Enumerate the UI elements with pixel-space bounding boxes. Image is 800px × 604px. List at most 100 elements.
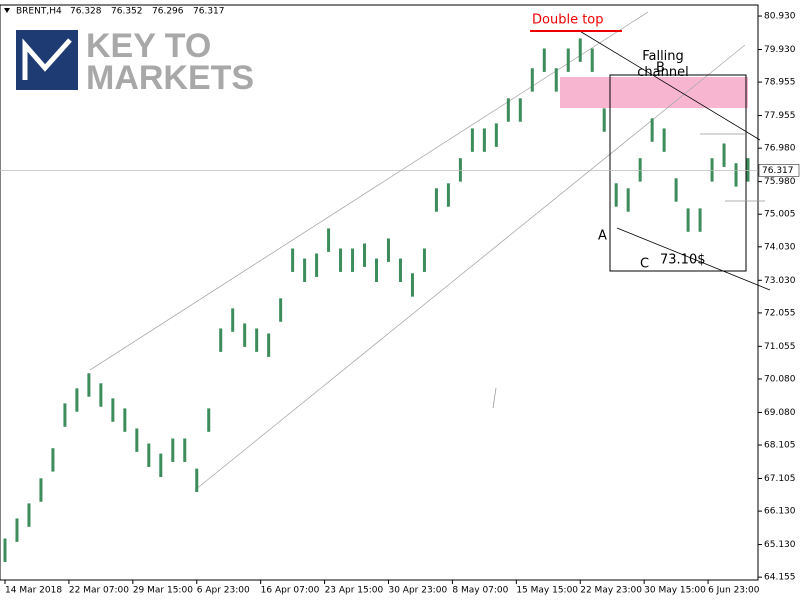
price-bar [686, 208, 690, 232]
price-bar [722, 143, 726, 167]
price-bar [494, 123, 498, 147]
price-bar [542, 48, 546, 72]
y-tick-label: 64.155 [764, 573, 796, 583]
x-tick-label: 23 Apr 15:00 [325, 586, 384, 596]
y-tick-label: 72.055 [764, 308, 796, 318]
y-tick-label: 73.030 [764, 276, 796, 286]
y-tick-label: 75.005 [764, 210, 796, 220]
price-bar [518, 98, 522, 122]
price-bar [554, 68, 558, 92]
price-bar [638, 158, 642, 182]
y-tick-label: 67.105 [764, 474, 796, 484]
price-bar [434, 188, 438, 212]
price-bar [327, 228, 331, 252]
x-tick-label: 6 Jun 23:00 [708, 586, 760, 596]
price-bar [315, 253, 319, 277]
price-bar [159, 453, 163, 477]
price-bar [39, 478, 43, 502]
y-tick-label: 77.955 [764, 111, 796, 121]
price-bar [650, 118, 654, 142]
header-value: 76.296 [152, 7, 184, 17]
falling-channel-line [616, 227, 771, 291]
annotation: Double top [532, 13, 604, 28]
header-value: 76.352 [111, 7, 143, 17]
box [609, 74, 747, 272]
price-bar [626, 188, 630, 212]
price-bar [75, 388, 79, 412]
price-bar [243, 323, 247, 347]
logo-line: KEY TO [86, 27, 211, 65]
x-tick-label: 29 Mar 15:00 [133, 586, 193, 596]
annotation: C [640, 257, 649, 272]
x-tick-label: 14 Mar 2018 [5, 586, 62, 596]
price-bar [530, 68, 534, 92]
price-bar [207, 408, 211, 432]
symbol: BRENT,H4 [16, 7, 62, 17]
price-bar [506, 98, 510, 122]
price-bar [267, 333, 271, 357]
y-tick-label: 74.030 [764, 242, 796, 252]
price-bar [590, 48, 594, 72]
x-tick-label: 30 May 15:00 [644, 586, 706, 596]
header: BRENT,H4 [4, 7, 62, 17]
y-tick-label: 70.080 [764, 374, 796, 384]
price-bar [578, 38, 582, 62]
y-tick-label: 75.980 [764, 177, 796, 187]
price-bar [363, 243, 367, 267]
price-tag [758, 164, 800, 177]
price-bar [339, 248, 343, 272]
price-bar [351, 248, 355, 272]
resistance-zone [560, 77, 748, 108]
price-bar [470, 128, 474, 152]
price-bar [219, 328, 223, 352]
price-bar [710, 158, 714, 182]
price-bar [303, 258, 307, 282]
price-bar [614, 183, 618, 207]
x-tick-label: 22 Mar 07:00 [69, 586, 129, 596]
price-bar [734, 163, 738, 187]
price-bar [446, 183, 450, 207]
y-tick-label: 66.130 [764, 507, 796, 517]
header-value: 76.328 [70, 7, 102, 17]
price-bar [123, 408, 127, 432]
logo-line: MARKETS [86, 59, 254, 97]
price-bar [111, 398, 115, 422]
x-tick-label: 30 Apr 23:00 [388, 586, 447, 596]
price-bar [674, 178, 678, 202]
x-tick-label: 6 Apr 23:00 [197, 586, 250, 596]
price-bar [279, 298, 283, 322]
price-bar [27, 503, 31, 527]
price-bar [291, 248, 295, 272]
price-bar [51, 448, 55, 472]
x-tick-label: 16 Apr 07:00 [261, 586, 320, 596]
price-bar [147, 443, 151, 467]
price-bar [63, 403, 67, 427]
price-bar [171, 438, 175, 462]
price-label: 76.317 [762, 166, 794, 176]
price-bar [255, 328, 259, 352]
price-bar [566, 48, 570, 72]
price-bar [15, 518, 19, 542]
price-bar [422, 248, 426, 272]
x-tick-label: 15 May 15:00 [516, 586, 578, 596]
price-bar [410, 273, 414, 297]
annotation: A [598, 229, 607, 244]
price-bar [231, 308, 235, 332]
header-icon [4, 8, 10, 13]
logo-mark [22, 38, 72, 80]
price-bar [195, 468, 199, 493]
price-bar [99, 383, 103, 407]
x-tick-label: 8 May 07:00 [452, 586, 508, 596]
bars [3, 38, 750, 562]
price-bar [602, 108, 606, 132]
falling-channel-line [577, 29, 761, 141]
y-tick-label: 68.105 [764, 441, 796, 451]
price-bar [87, 373, 91, 397]
y-tick-label: 79.930 [764, 45, 796, 55]
price-bar [386, 238, 390, 262]
price-bar [3, 538, 7, 562]
annotation: 73.10$ [660, 253, 706, 268]
annotation: Falling channel [637, 49, 688, 80]
x-tick-label: 22 May 23:00 [580, 586, 642, 596]
